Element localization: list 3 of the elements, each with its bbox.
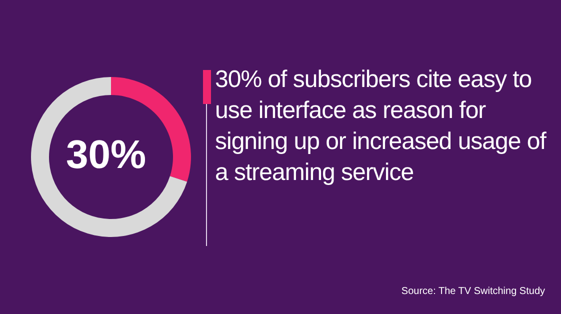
source-note: Source: The TV Switching Study bbox=[401, 286, 545, 297]
text: 30% of subscribers cite easy to use interface as reason for signing up or increased usage of a streaming service bbox=[215, 65, 548, 188]
text: 30% bbox=[66, 133, 146, 177]
